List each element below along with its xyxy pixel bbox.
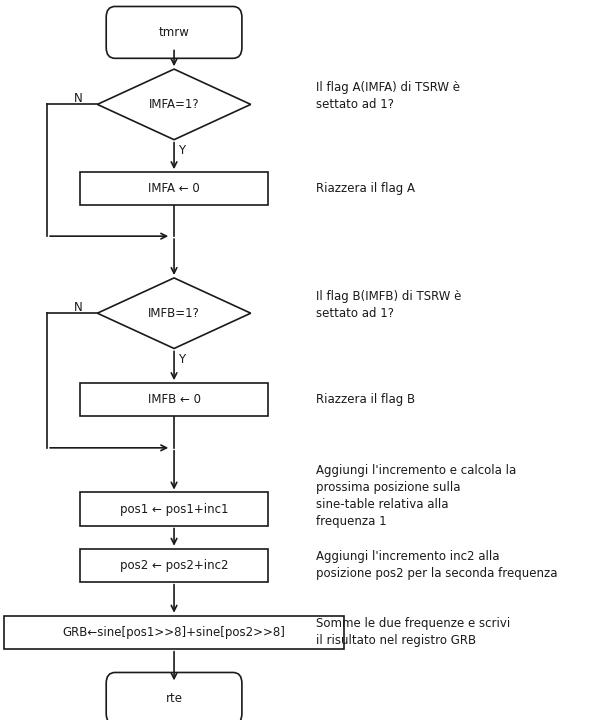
Bar	[80, 549, 268, 582]
Bar	[80, 492, 268, 526]
Text: pos1 ← pos1+inc1: pos1 ← pos1+inc1	[120, 503, 228, 516]
Text: Il flag B(IMFB) di TSRW è
settato ad 1?: Il flag B(IMFB) di TSRW è settato ad 1?	[316, 289, 461, 320]
Polygon shape	[97, 278, 251, 348]
Text: N: N	[74, 92, 83, 105]
Text: IMFB ← 0: IMFB ← 0	[148, 393, 201, 406]
Text: IMFA=1?: IMFA=1?	[149, 98, 199, 111]
Text: Y: Y	[178, 144, 185, 157]
Text: Riazzera il flag A: Riazzera il flag A	[316, 182, 415, 195]
Text: tmrw: tmrw	[159, 26, 189, 39]
Bar	[80, 172, 268, 205]
Text: rte: rte	[166, 692, 182, 705]
Bar	[5, 616, 343, 649]
Text: Il flag A(IMFA) di TSRW è
settato ad 1?: Il flag A(IMFA) di TSRW è settato ad 1?	[316, 81, 460, 111]
Bar	[80, 383, 268, 416]
Text: pos2 ← pos2+inc2: pos2 ← pos2+inc2	[120, 559, 228, 572]
FancyBboxPatch shape	[106, 6, 242, 58]
Polygon shape	[97, 69, 251, 140]
Text: Aggiungi l'incremento inc2 alla
posizione pos2 per la seconda frequenza: Aggiungi l'incremento inc2 alla posizion…	[316, 550, 557, 580]
Text: Riazzera il flag B: Riazzera il flag B	[316, 393, 415, 406]
Text: Y: Y	[178, 353, 185, 366]
Text: IMFB=1?: IMFB=1?	[148, 307, 200, 320]
Text: IMFA ← 0: IMFA ← 0	[148, 182, 200, 195]
Text: Aggiungi l'incremento e calcola la
prossima posizione sulla
sine-table relativa : Aggiungi l'incremento e calcola la pross…	[316, 464, 516, 528]
FancyBboxPatch shape	[106, 672, 242, 720]
Text: Somme le due frequenze e scrivi
il risultato nel registro GRB: Somme le due frequenze e scrivi il risul…	[316, 617, 510, 647]
Text: N: N	[74, 301, 83, 314]
Text: GRB←sine[pos1>>8]+sine[pos2>>8]: GRB←sine[pos1>>8]+sine[pos2>>8]	[63, 626, 286, 639]
